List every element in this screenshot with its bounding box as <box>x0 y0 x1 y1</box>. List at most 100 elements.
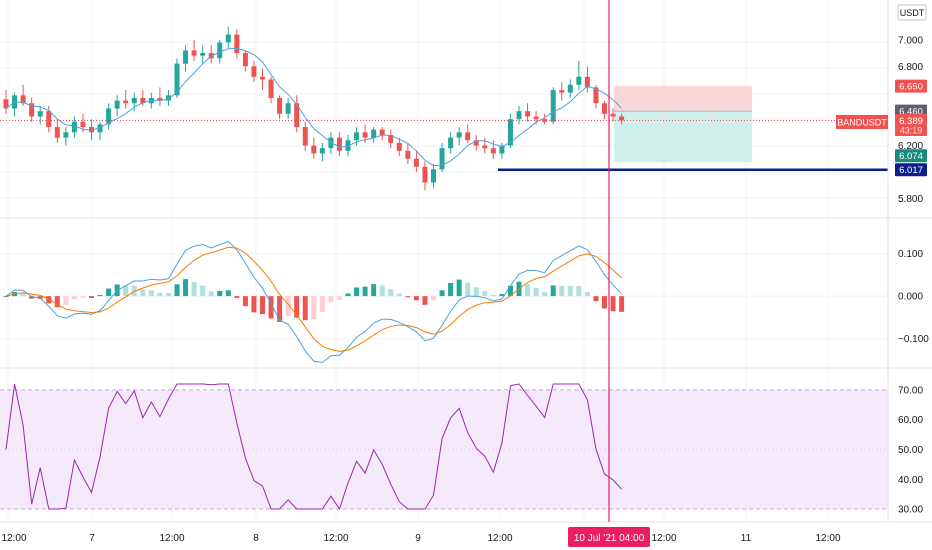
macd-histogram-bar <box>550 285 556 297</box>
take-profit-zone[interactable] <box>614 111 752 163</box>
macd-histogram-bar <box>174 284 180 297</box>
candle-body <box>405 150 411 159</box>
price-label-countdown: 43:19 <box>900 126 923 136</box>
macd-histogram-bar <box>268 296 274 319</box>
candle-body <box>567 84 573 93</box>
candle-body <box>559 90 565 93</box>
macd-histogram-bar <box>157 292 163 297</box>
candle-body <box>123 100 129 104</box>
time-axis[interactable]: 12:00 7 12:00 8 12:00 9 12:00 12:00 11 12:00 10 Ju… <box>1 527 841 547</box>
macd-histogram-bar <box>619 296 625 312</box>
time-tick-label: 12:00 <box>1 533 26 544</box>
crosshair-time-label: 10 Jul '21 04:00 <box>574 533 645 544</box>
macd-histogram-bar <box>328 296 334 303</box>
macd-histogram-bar <box>183 279 189 297</box>
candle-body <box>242 53 248 67</box>
candle-body <box>448 137 454 149</box>
candle-body <box>379 129 385 135</box>
macd-histogram-bar <box>71 296 77 300</box>
price-label-last: 6.389 <box>899 116 923 127</box>
macd-histogram-bar <box>396 293 402 297</box>
macd-histogram-bar <box>413 296 419 301</box>
currency-label: USDT <box>900 8 925 18</box>
macd-tick-label: 0.100 <box>898 249 923 260</box>
candle-body <box>456 132 462 138</box>
macd-histogram-bar <box>234 296 240 298</box>
candle-body <box>54 127 60 138</box>
macd-histogram-bar <box>567 285 573 297</box>
macd-histogram-bar <box>165 293 171 297</box>
macd-histogram-bar <box>379 285 385 297</box>
candle-body <box>157 97 163 101</box>
macd-histogram-bar <box>362 286 368 297</box>
symbol-badge <box>836 115 888 129</box>
macd-histogram-bar <box>525 283 531 297</box>
macd-histogram-bar <box>354 287 360 297</box>
price-label-badge <box>895 149 927 163</box>
candle-body <box>277 97 283 114</box>
candle-body <box>46 111 52 128</box>
macd-histogram-bar <box>3 296 9 298</box>
macd-histogram-bar <box>302 296 308 321</box>
macd-histogram-bar <box>336 296 342 300</box>
candle-body <box>140 97 146 104</box>
price-label-badge <box>895 163 927 177</box>
crosshair-time-badge <box>568 527 650 547</box>
macd-histogram-bar <box>439 290 445 297</box>
macd-histogram-bar <box>200 285 206 297</box>
price-label-target: 6.074 <box>899 151 923 162</box>
candle-body <box>285 103 291 114</box>
time-tick-label: 7 <box>89 533 95 544</box>
candle-body <box>619 116 625 121</box>
price-tick-label: 6.200 <box>898 141 923 152</box>
candle-body <box>431 169 436 183</box>
candle-body <box>610 113 616 117</box>
time-tick-label: 12:00 <box>815 533 840 544</box>
candle-body <box>388 134 394 143</box>
candle-body <box>371 129 377 138</box>
candle-body <box>200 53 206 56</box>
rsi-tick-label: 40.00 <box>898 475 923 486</box>
price-tick-label: 5.800 <box>898 194 923 205</box>
candle-body <box>234 34 240 54</box>
candle-body <box>29 103 35 117</box>
macd-histogram-bar <box>63 296 69 306</box>
candle-body <box>165 95 171 101</box>
time-tick-label: 8 <box>253 533 259 544</box>
candle-body <box>63 132 69 138</box>
candle-body <box>542 119 548 122</box>
candle-body <box>97 124 103 133</box>
price-label-support: 6.017 <box>899 165 923 176</box>
macd-histogram-bar <box>456 279 462 297</box>
macd-histogram-bar <box>97 294 103 297</box>
macd-histogram-bar <box>584 292 590 297</box>
candle-body <box>260 76 265 80</box>
macd-histogram-bar <box>422 296 428 305</box>
macd-histogram-bar <box>448 282 454 297</box>
candle-body <box>251 66 257 77</box>
macd-histogram-bar <box>277 296 283 322</box>
macd-histogram-bar <box>251 296 257 313</box>
macd-histogram-bar <box>260 296 265 315</box>
currency-badge[interactable] <box>897 4 927 21</box>
macd-histogram-bar <box>311 296 317 319</box>
macd-histogram-bar <box>242 296 248 307</box>
candle-body <box>294 103 300 128</box>
macd-histogram-bar <box>106 288 112 297</box>
rsi-line <box>5 383 622 511</box>
candle-body <box>106 108 112 125</box>
candle-body <box>174 63 180 96</box>
macd-histogram-bar <box>123 285 129 297</box>
stop-loss-zone[interactable] <box>614 86 752 112</box>
candle-body <box>584 76 590 88</box>
symbol-label: BANDUSDT <box>837 118 887 128</box>
candle-body <box>439 148 445 170</box>
macd-histogram-bar <box>140 289 146 297</box>
macd-histogram-bar <box>602 296 607 309</box>
macd-histogram-bar <box>405 296 411 298</box>
macd-histogram-bar <box>46 296 52 304</box>
candle-body <box>482 145 488 149</box>
time-tick-label: 11 <box>741 533 752 544</box>
candle-body <box>602 103 607 114</box>
